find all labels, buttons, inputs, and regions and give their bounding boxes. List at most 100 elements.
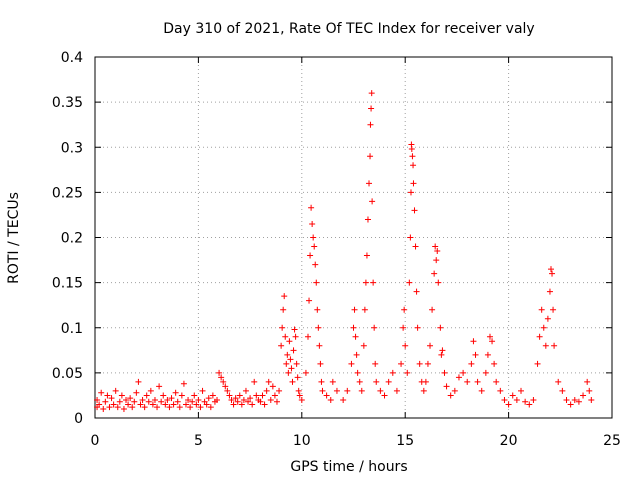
data-point xyxy=(288,365,295,372)
data-point xyxy=(437,324,444,331)
data-point xyxy=(305,333,312,340)
data-point xyxy=(542,342,549,349)
data-point xyxy=(411,207,418,214)
data-point xyxy=(333,387,340,394)
y-tick-label: 0.15 xyxy=(52,276,83,292)
data-point xyxy=(489,338,496,345)
data-point xyxy=(207,404,214,411)
data-point xyxy=(340,396,347,403)
data-point xyxy=(427,342,434,349)
data-point xyxy=(404,369,411,376)
data-point xyxy=(351,306,358,313)
data-point xyxy=(311,243,318,250)
data-point xyxy=(226,392,233,399)
data-point xyxy=(228,396,235,403)
y-tick-label: 0.25 xyxy=(52,185,83,201)
data-point xyxy=(493,378,500,385)
data-point xyxy=(432,243,439,250)
data-point xyxy=(441,369,448,376)
data-point xyxy=(318,378,325,385)
data-point xyxy=(257,398,264,405)
data-point xyxy=(199,387,206,394)
data-point xyxy=(143,392,150,399)
data-point xyxy=(571,396,578,403)
data-point xyxy=(536,333,543,340)
data-point xyxy=(240,396,247,403)
data-point xyxy=(133,389,140,396)
data-point xyxy=(505,401,512,408)
data-point xyxy=(191,392,198,399)
data-point xyxy=(271,392,278,399)
data-point xyxy=(218,374,225,381)
data-point xyxy=(291,326,298,333)
data-point xyxy=(149,401,156,408)
data-point xyxy=(361,306,368,313)
data-point xyxy=(174,398,181,405)
data-point xyxy=(158,398,165,405)
data-point xyxy=(363,252,370,259)
data-point xyxy=(368,90,375,97)
y-axis-ticks: 0 0.05 0.1 0.15 0.2 0.25 0.3 0.35 0.4 xyxy=(52,50,612,427)
data-point xyxy=(286,338,293,345)
data-point xyxy=(551,342,558,349)
data-point xyxy=(364,216,371,223)
data-point xyxy=(278,342,285,349)
data-point xyxy=(160,392,167,399)
data-point xyxy=(176,404,183,411)
data-point xyxy=(398,360,405,367)
data-point xyxy=(354,369,361,376)
data-point xyxy=(362,279,369,286)
data-point xyxy=(129,404,136,411)
data-point xyxy=(203,401,210,408)
data-point xyxy=(209,392,216,399)
data-point xyxy=(249,401,256,408)
y-tick-label: 0.1 xyxy=(61,321,83,337)
data-point xyxy=(220,378,227,385)
data-point xyxy=(236,392,243,399)
data-point xyxy=(327,396,334,403)
data-point xyxy=(422,378,429,385)
data-point xyxy=(348,360,355,367)
data-point xyxy=(120,405,127,412)
data-point xyxy=(369,198,376,205)
data-point xyxy=(368,105,375,112)
data-point xyxy=(410,162,417,169)
data-point xyxy=(373,378,380,385)
data-point xyxy=(276,387,283,394)
data-point xyxy=(385,378,392,385)
data-point xyxy=(162,401,169,408)
data-point xyxy=(108,395,115,402)
data-point xyxy=(116,398,123,405)
data-point xyxy=(292,333,299,340)
data-point xyxy=(438,351,445,358)
data-point xyxy=(185,396,192,403)
data-point xyxy=(538,306,545,313)
data-point xyxy=(393,387,400,394)
chart-title: Day 310 of 2021, Rate Of TEC Index for r… xyxy=(163,21,534,37)
data-point xyxy=(360,342,367,349)
data-point xyxy=(307,252,314,259)
data-point xyxy=(104,392,111,399)
data-point xyxy=(110,401,117,408)
data-point xyxy=(549,270,556,277)
data-point xyxy=(513,396,520,403)
data-point xyxy=(401,306,408,313)
data-point xyxy=(575,398,582,405)
data-point xyxy=(123,396,130,403)
data-point xyxy=(406,279,413,286)
data-point xyxy=(367,121,374,128)
x-axis-label: GPS time / hours xyxy=(290,459,407,475)
data-point xyxy=(547,266,554,273)
data-point xyxy=(100,405,107,412)
data-point xyxy=(205,395,212,402)
data-point xyxy=(284,351,291,358)
data-point xyxy=(447,392,454,399)
y-tick-label: 0.35 xyxy=(52,95,83,111)
data-point xyxy=(308,204,315,211)
x-tick-label: 15 xyxy=(396,433,414,449)
data-point xyxy=(497,387,504,394)
data-point xyxy=(412,243,419,250)
data-point xyxy=(156,383,163,390)
data-point xyxy=(344,387,351,394)
data-point xyxy=(567,401,574,408)
